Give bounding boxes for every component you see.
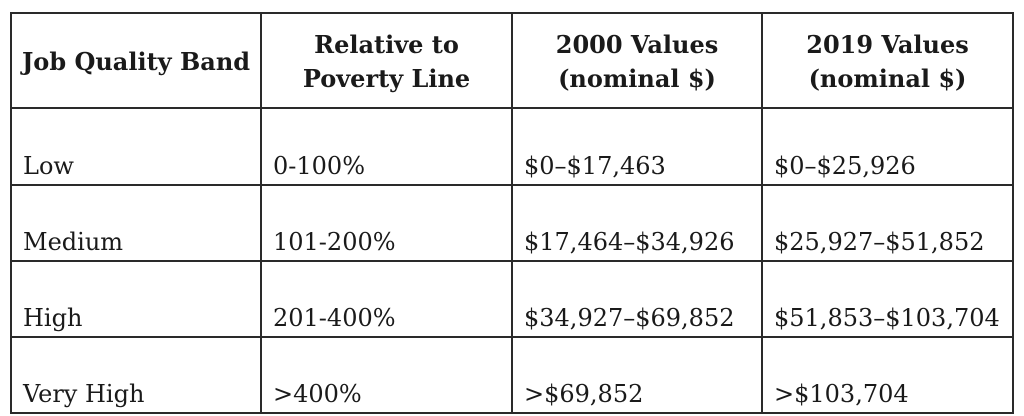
- table-row: Medium 101-200% $17,464–$34,926 $25,927–…: [10, 184, 1014, 262]
- cell-relative: 0-100%: [260, 107, 513, 186]
- header-2000-values: 2000 Values (nominal $): [511, 12, 763, 109]
- cell-2019-values: $25,927–$51,852: [761, 184, 1014, 262]
- cell-band: Very High: [10, 336, 262, 414]
- header-row: Job Quality Band Relative to Poverty Lin…: [10, 12, 1014, 109]
- cell-2000-values: >$69,852: [511, 336, 763, 414]
- table-header: Job Quality Band Relative to Poverty Lin…: [10, 12, 1014, 109]
- header-relative-to-poverty-line: Relative to Poverty Line: [260, 12, 513, 109]
- job-quality-table: Job Quality Band Relative to Poverty Lin…: [10, 12, 1014, 414]
- cell-band: Medium: [10, 184, 262, 262]
- cell-relative: 101-200%: [260, 184, 513, 262]
- cell-2019-values: $51,853–$103,704: [761, 260, 1014, 338]
- cell-2019-values: $0–$25,926: [761, 107, 1014, 186]
- table-row: Very High >400% >$69,852 >$103,704: [10, 336, 1014, 414]
- cell-relative: 201-400%: [260, 260, 513, 338]
- table-body: Low 0-100% $0–$17,463 $0–$25,926 Medium …: [10, 107, 1014, 414]
- cell-2019-values: >$103,704: [761, 336, 1014, 414]
- cell-2000-values: $17,464–$34,926: [511, 184, 763, 262]
- header-job-quality-band: Job Quality Band: [10, 12, 262, 109]
- table-row: High 201-400% $34,927–$69,852 $51,853–$1…: [10, 260, 1014, 338]
- cell-2000-values: $34,927–$69,852: [511, 260, 763, 338]
- header-2019-values: 2019 Values (nominal $): [761, 12, 1014, 109]
- cell-band: Low: [10, 107, 262, 186]
- cell-2000-values: $0–$17,463: [511, 107, 763, 186]
- cell-band: High: [10, 260, 262, 338]
- cell-relative: >400%: [260, 336, 513, 414]
- table-row: Low 0-100% $0–$17,463 $0–$25,926: [10, 107, 1014, 186]
